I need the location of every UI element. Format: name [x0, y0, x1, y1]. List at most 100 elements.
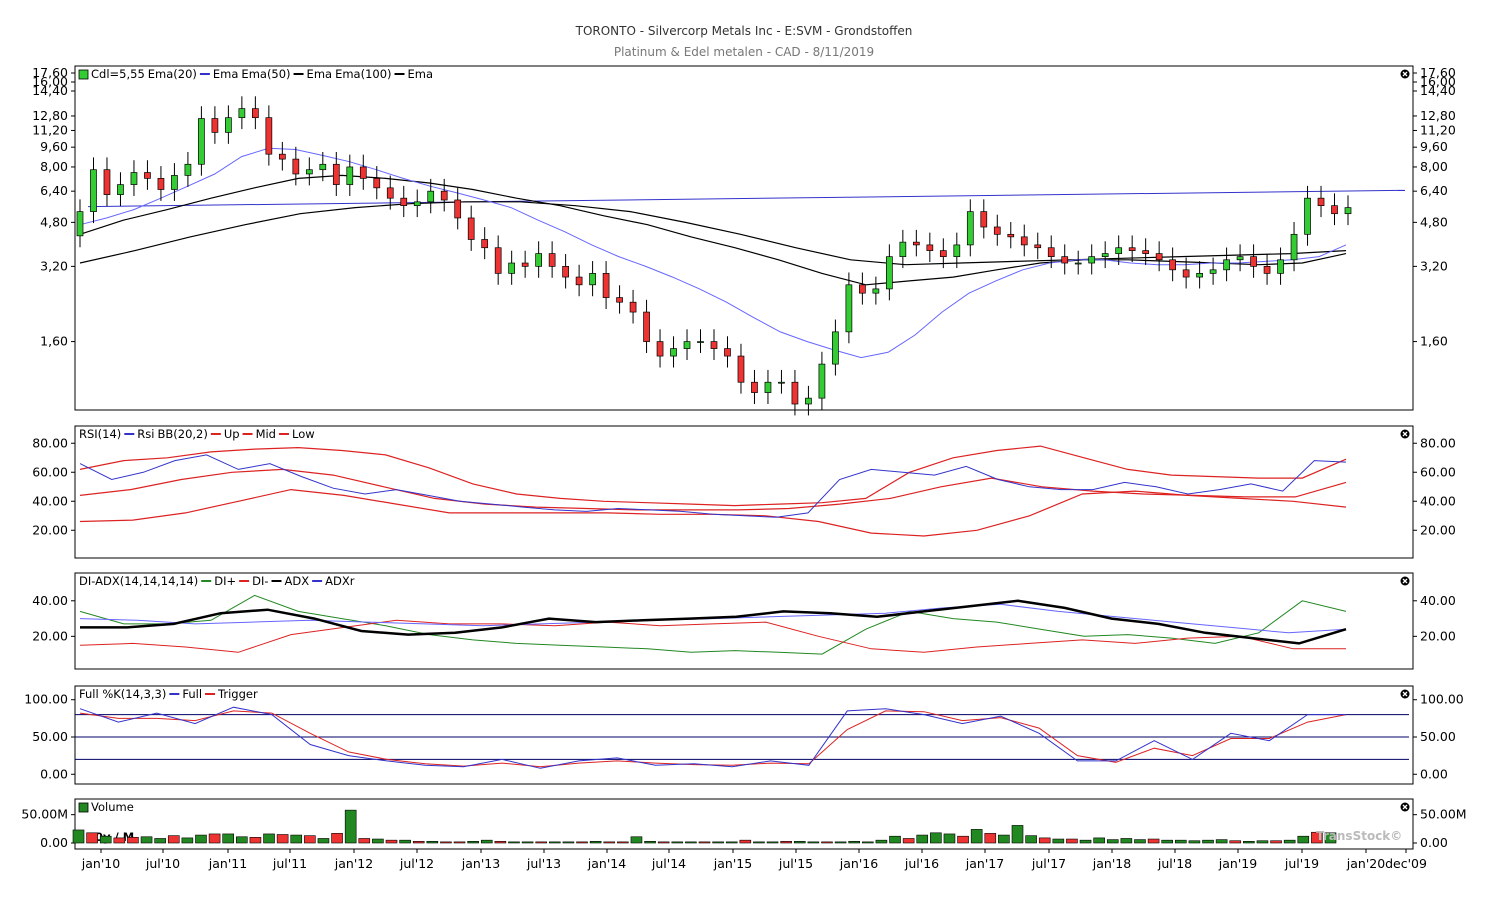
volume-bar-20: [344, 809, 357, 844]
volume-bar-15: [276, 834, 289, 844]
volume-bar-2: [99, 835, 112, 844]
price-ytick-left-10: 1,60: [40, 334, 68, 349]
candle-body-42: [643, 311, 650, 342]
price-close-icon-x: [1402, 71, 1408, 77]
volume-bar-38: [589, 840, 602, 844]
candle-body-89: [1277, 259, 1284, 274]
candle-body-11: [225, 117, 232, 133]
volume-bar-76: [1106, 839, 1119, 844]
price-legend-swatch-0: [78, 69, 89, 80]
candle-body-90: [1290, 233, 1298, 261]
volume-bar-52: [780, 840, 792, 844]
candle-body-93: [1331, 205, 1338, 215]
candle-body-84: [1209, 269, 1217, 274]
volume-bar-78: [1134, 839, 1146, 844]
candle-body-16: [292, 158, 300, 175]
candle-body-92: [1317, 197, 1325, 207]
candle-body-60: [886, 256, 893, 290]
candle-body-75: [1088, 256, 1096, 264]
xtick-label-10: jan'15: [713, 856, 752, 871]
candle-body-5: [144, 172, 151, 179]
xtick-label-11: jul'15: [778, 856, 813, 871]
rsi-legend-label-2: BB(20,2): [157, 427, 207, 441]
price-ytick-right-7: 6,40: [1420, 183, 1448, 198]
xtick-label-6: jan'13: [461, 856, 500, 871]
candle-body-7: [171, 175, 178, 190]
price-legend-label-1: Ema(20): [148, 67, 197, 81]
volume-bar-86: [1243, 840, 1255, 844]
candle-body-24: [400, 197, 408, 207]
xtick-label-21: dec'09: [1385, 856, 1427, 871]
volume-bar-56: [834, 841, 847, 844]
rsi-series-bb-up: [79, 445, 1347, 507]
candle-body-81: [1169, 259, 1176, 271]
volume-bar-8: [181, 837, 194, 844]
price-ytick-right-10: 1,60: [1420, 334, 1448, 349]
stoch-ytick-right-2: 0.00: [1420, 766, 1448, 781]
volume-bar-80: [1161, 839, 1173, 844]
rsi-legend-label-1: Rsi: [137, 427, 154, 441]
candle-body-55: [818, 363, 826, 399]
volume-bar-22: [372, 838, 384, 844]
volume-bar-44: [671, 841, 684, 844]
candle-body-49: [737, 355, 745, 383]
adx-ytick-left-1: 20.00: [32, 628, 68, 643]
xtick-label-8: jan'14: [587, 856, 626, 871]
candle-body-0: [76, 211, 84, 237]
adx-series-adx: [80, 599, 1347, 645]
xtick-label-13: jul'16: [904, 856, 939, 871]
price-legend-label-3: Ema(50): [241, 67, 290, 81]
volume-bar-36: [562, 841, 575, 844]
candle-body-70: [1020, 236, 1028, 246]
rsi-ytick-right-0: 80.00: [1420, 435, 1456, 450]
volume-bar-26: [426, 840, 439, 844]
rsi-ytick-left-0: 80.00: [32, 435, 68, 450]
candle-body-65: [953, 244, 961, 257]
volume-bar-66: [970, 829, 983, 844]
candle-body-48: [724, 348, 731, 357]
xtick-label-16: jan'18: [1092, 856, 1131, 871]
volume-bar-46: [698, 841, 711, 844]
candle-body-88: [1263, 266, 1271, 274]
xtick-label-14: jan'17: [965, 856, 1004, 871]
xtick-label-18: jan'19: [1218, 856, 1257, 871]
volume-bar-40: [617, 841, 629, 844]
price-ytick-right-6: 8,00: [1420, 159, 1448, 174]
volume-bar-70: [1025, 835, 1037, 844]
candle-body-44: [670, 348, 677, 357]
volume-bar-64: [943, 833, 956, 844]
rsi-series-rsi: [79, 454, 1347, 518]
candle-body-13: [252, 108, 259, 119]
rsi-ytick-right-2: 40.00: [1420, 493, 1456, 508]
volume-bar-79: [1147, 838, 1160, 844]
volume-bar-18: [317, 838, 330, 844]
price-ytick-left-8: 4,80: [40, 214, 68, 229]
price-legend-label-4: Ema: [307, 67, 333, 81]
watermark: TransStock©: [1316, 829, 1402, 843]
volume-bar-5: [140, 836, 153, 844]
candle-body-66: [966, 211, 974, 246]
candle-body-17: [305, 169, 313, 175]
price-series-ema20: [79, 147, 1347, 359]
candle-body-41: [629, 301, 637, 313]
candle-body-22: [373, 178, 381, 189]
volume-bar-14: [263, 833, 275, 844]
candle-body-77: [1115, 247, 1123, 254]
volume-bar-67: [984, 833, 997, 844]
rsi-legend-label-3: Up: [224, 427, 240, 441]
volume-bar-68: [998, 834, 1010, 844]
volume-bar-54: [807, 841, 820, 844]
candle-body-62: [912, 241, 920, 246]
volume-bar-71: [1038, 837, 1051, 844]
volume-close-icon-x: [1402, 804, 1408, 810]
candle-body-2: [103, 169, 111, 195]
candle-body-83: [1196, 273, 1203, 278]
volume-bar-58: [862, 841, 874, 844]
stoch-ytick-right-0: 100.00: [1420, 692, 1464, 707]
price-ytick-right-8: 4,80: [1420, 214, 1448, 229]
adx-legend-label-1: DI+: [214, 574, 236, 588]
volume-bar-59: [875, 839, 888, 844]
volume-ytick-left-0: 50.00M: [21, 807, 68, 822]
volume-bar-82: [1188, 840, 1201, 844]
volume-bar-31: [494, 840, 507, 844]
